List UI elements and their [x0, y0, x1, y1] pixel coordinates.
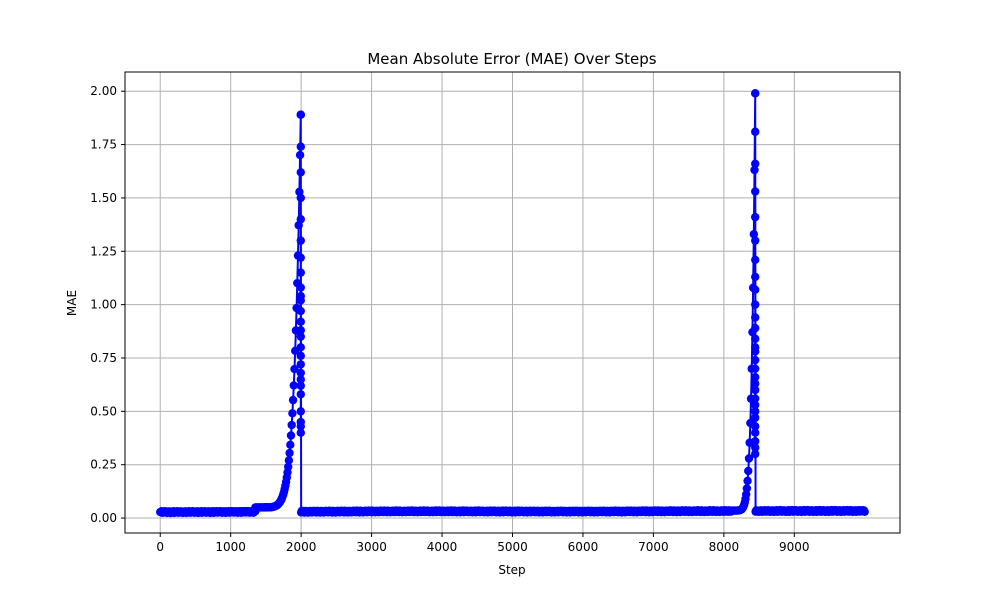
data-point: [751, 127, 760, 136]
data-point: [296, 351, 305, 361]
data-point: [284, 456, 294, 465]
data-point: [296, 407, 305, 416]
data-point: [750, 165, 759, 175]
data-point: [285, 448, 294, 458]
grid-lines: [125, 72, 900, 533]
x-tick-label: 4000: [427, 540, 458, 554]
y-tick-label: 0.25: [90, 458, 117, 472]
data-point: [743, 476, 752, 486]
data-point: [751, 379, 760, 388]
data-point: [296, 268, 305, 277]
data-point: [286, 440, 295, 450]
y-tick-label: 2.00: [90, 84, 117, 98]
data-point: [751, 449, 760, 459]
x-tick-label: 1000: [215, 540, 246, 554]
series-mae: [156, 89, 869, 518]
data-point: [749, 230, 759, 239]
data-point: [296, 283, 305, 292]
data-point: [751, 236, 760, 245]
data-point: [296, 110, 305, 119]
data-point: [751, 364, 760, 373]
data-point: [284, 462, 293, 471]
x-tick-label: 9000: [779, 540, 810, 554]
data-point: [286, 431, 296, 440]
data-point: [288, 409, 297, 418]
data-point: [751, 373, 760, 382]
data-point: [751, 400, 760, 410]
data-point: [296, 326, 305, 335]
data-point: [860, 507, 869, 516]
x-tick-label: 0: [156, 540, 164, 554]
data-point: [751, 285, 760, 294]
data-point: [751, 212, 760, 222]
data-point: [290, 364, 299, 374]
x-tick-label: 5000: [497, 540, 528, 554]
y-tick-label: 1.25: [90, 244, 117, 258]
data-point: [296, 368, 305, 378]
data-point: [288, 395, 298, 405]
data-point: [296, 375, 305, 384]
data-point: [751, 443, 760, 452]
data-point: [751, 313, 760, 322]
data-point: [296, 343, 305, 352]
data-point: [744, 454, 754, 463]
data-point: [296, 236, 305, 245]
data-point: [751, 394, 760, 403]
data-point: [296, 291, 305, 301]
x-axis-title: Step: [498, 563, 525, 577]
data-point: [751, 343, 760, 352]
y-tick-label: 0.00: [90, 511, 117, 525]
data-point: [751, 159, 760, 168]
data-point: [751, 300, 760, 309]
data-point: [296, 168, 305, 177]
y-axis: 0.00 0.25 0.50 0.75 1.00 1.25 1.50 1.75 2.00: [90, 84, 125, 525]
data-point: [296, 332, 305, 341]
y-tick-label: 0.50: [90, 404, 117, 418]
y-axis-title: MAE: [65, 290, 79, 316]
data-point: [751, 355, 760, 365]
data-point: [751, 385, 760, 395]
y-tick-label: 1.75: [90, 138, 117, 152]
data-point: [744, 466, 753, 476]
x-tick-label: 3000: [356, 540, 387, 554]
data-point: [751, 428, 760, 437]
y-tick-label: 1.50: [90, 191, 117, 205]
data-point: [751, 255, 760, 265]
data-point: [296, 193, 305, 203]
data-point: [296, 253, 305, 262]
data-point: [751, 413, 760, 422]
data-point: [751, 89, 760, 98]
data-point: [296, 428, 305, 437]
data-point: [296, 360, 305, 369]
data-point: [296, 215, 305, 224]
data-point: [751, 272, 760, 282]
chart-title: Mean Absolute Error (MAE) Over Steps: [367, 50, 656, 68]
data-point: [296, 306, 305, 316]
data-point: [751, 407, 760, 416]
data-point: [296, 142, 305, 151]
x-tick-label: 2000: [286, 540, 317, 554]
data-point: [287, 420, 296, 430]
data-point: [742, 484, 752, 493]
data-point: [751, 422, 760, 431]
x-tick-label: 6000: [568, 540, 599, 554]
data-point: [289, 381, 298, 390]
data-point: [296, 390, 305, 399]
data-point: [296, 417, 305, 427]
data-point: [751, 437, 760, 446]
data-point: [295, 150, 305, 160]
y-tick-label: 0.75: [90, 351, 117, 365]
data-point: [296, 381, 305, 390]
x-tick-label: 7000: [638, 540, 669, 554]
data-point: [751, 187, 760, 196]
x-axis: 0 1000 2000 3000 4000 5000 6000 7000 8000 9000: [156, 533, 810, 554]
data-point: [751, 323, 760, 333]
data-point: [751, 334, 760, 343]
x-tick-label: 8000: [709, 540, 740, 554]
y-tick-label: 1.00: [90, 298, 117, 312]
data-point: [296, 317, 305, 326]
